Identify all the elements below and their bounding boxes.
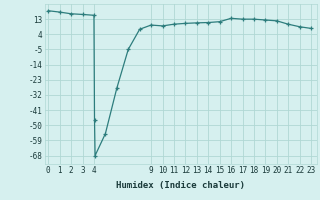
X-axis label: Humidex (Indice chaleur): Humidex (Indice chaleur) [116, 181, 245, 190]
